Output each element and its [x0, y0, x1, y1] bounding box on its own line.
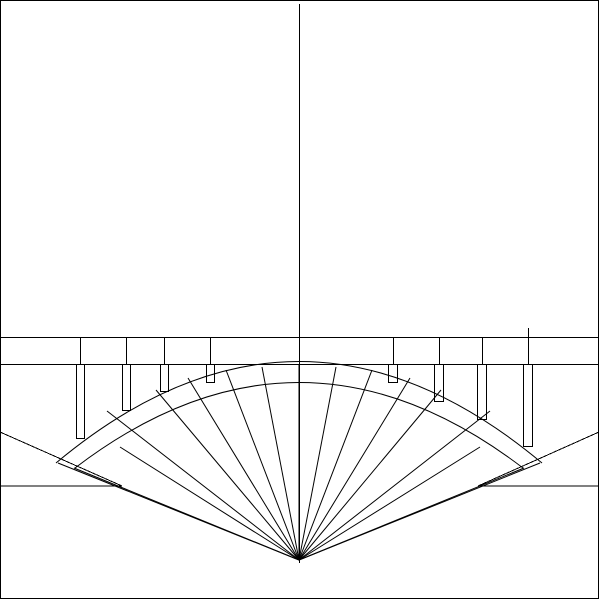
outer-arch: [55, 361, 543, 464]
ray-fan: [57, 365, 541, 561]
ray-line: [106, 410, 300, 561]
pillar-l2: [122, 364, 131, 411]
ray-line: [155, 389, 300, 561]
pillar-r3: [477, 364, 487, 420]
ray-line: [119, 446, 300, 561]
ray-line: [298, 366, 337, 561]
pillar-r2: [434, 364, 444, 402]
pillar-r1: [388, 364, 398, 383]
pillar-l1: [76, 364, 85, 439]
ray-line: [298, 369, 373, 561]
pillar-r4: [523, 364, 533, 447]
ray-line: [298, 377, 411, 561]
ray-line: [298, 467, 525, 561]
ray-line: [298, 446, 481, 561]
right-ground-wedge: [477, 431, 599, 487]
ray-line: [261, 366, 300, 561]
pillar-l4: [206, 364, 215, 383]
pillar-l3: [160, 364, 169, 392]
ray-line: [298, 389, 442, 561]
ray-line: [187, 377, 300, 561]
ray-line: [73, 467, 300, 561]
left-ground-wedge: [0, 431, 123, 487]
ray-line: [225, 369, 300, 561]
ray-line: [298, 410, 491, 561]
